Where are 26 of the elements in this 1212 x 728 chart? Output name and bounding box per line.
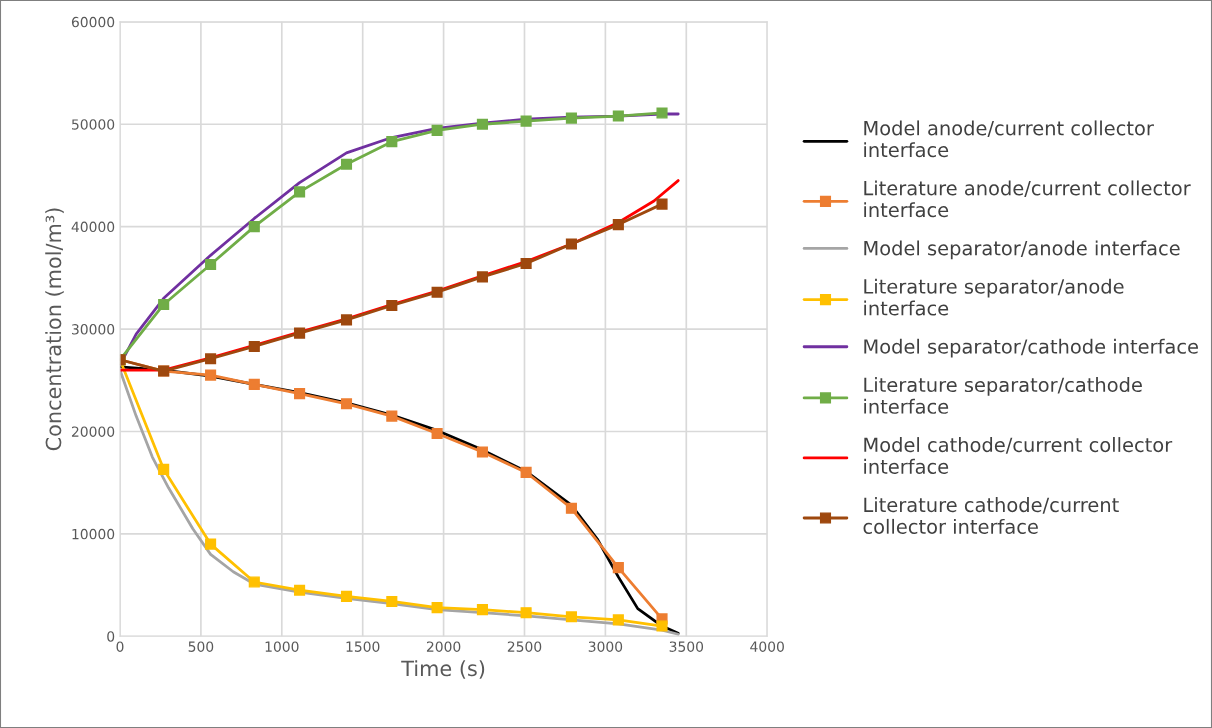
legend-label: Literature anode/current collector interface [864,180,1191,218]
x-tick-label: 3000 [588,641,623,652]
y-tick-label: 20000 [71,426,115,437]
y-tick-label: 60000 [71,16,115,28]
x-tick-label: 4000 [750,641,784,652]
y-tick-label: 0 [107,631,115,642]
legend-label: Model separator/anode interface [864,240,1180,260]
x-tick-label: 1500 [346,641,380,652]
y-tick-label: 30000 [72,324,115,335]
x-tick-label: 2000 [426,641,461,652]
y-tick-label: 50000 [72,119,115,130]
y-tick-label: 40000 [71,221,115,233]
legend-label: Model separator/cathode interface [864,338,1198,358]
legend-label: Literature separator/cathode interface [864,377,1142,414]
legend-label: Model cathode/current collector interface [864,437,1173,474]
y-tick-label: 10000 [72,528,115,540]
legend-label: Literature separator/anode interface [864,278,1124,316]
x-tick-label: 2500 [507,641,542,652]
x-axis-title: Time (s) [401,660,485,679]
x-tick-label: 500 [188,641,214,652]
x-tick-label: 1000 [265,641,299,652]
x-tick-label: 0 [116,641,124,652]
y-axis-title: Concentration (mol/m³) [45,208,64,451]
legend-label: Literature cathode/current collector interface [863,497,1119,534]
x-tick-label: 3500 [669,641,704,652]
legend-label: Model anode/current collector interface [864,120,1154,158]
